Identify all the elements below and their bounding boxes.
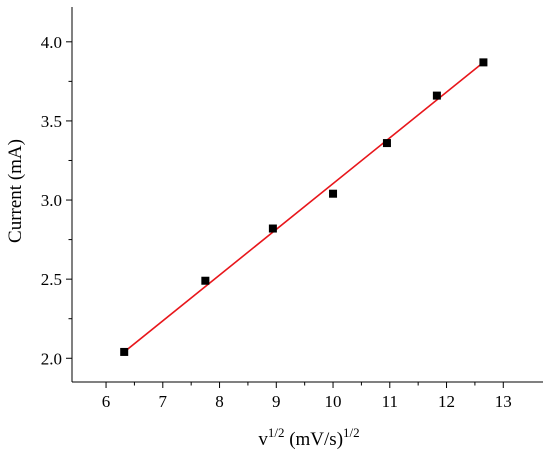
data-point (479, 58, 488, 67)
data-point (329, 189, 338, 198)
x-axis-title: v1/2 (mV/s)1/2 (258, 425, 359, 450)
x-axis-title-sup2: 1/2 (343, 425, 360, 440)
y-tick-label: 3.5 (41, 112, 62, 131)
data-points (120, 58, 488, 356)
x-tick-label: 8 (215, 392, 224, 411)
x-axis-title-base: v (258, 429, 268, 450)
y-tick-label: 2.0 (41, 349, 62, 368)
x-tick-label: 9 (272, 392, 281, 411)
y-tick-label: 3.0 (41, 191, 62, 210)
x-tick-label: 7 (159, 392, 168, 411)
fit-line-group (123, 61, 484, 353)
data-point (201, 276, 210, 285)
data-point (382, 139, 391, 148)
x-tick-label: 13 (495, 392, 512, 411)
y-tick-label: 4.0 (41, 33, 62, 52)
x-axis-title-sup1: 1/2 (268, 425, 285, 440)
x-tick-label: 6 (102, 392, 111, 411)
y-axis-title: Current (mA) (5, 139, 26, 243)
y-tick-label: 2.5 (41, 270, 62, 289)
x-axis-title-mid: (mV/s) (284, 429, 343, 450)
axes (71, 7, 543, 383)
x-tick-label: 11 (382, 392, 398, 411)
data-point (432, 91, 441, 100)
x-tick-label: 12 (438, 392, 455, 411)
x-tick-label: 10 (325, 392, 342, 411)
fit-line (123, 61, 484, 353)
data-point (120, 347, 129, 356)
ticks: 6 7 8 9 10 11 12 13 2.0 2.5 3.0 3.5 4.0 (41, 33, 512, 411)
data-point (268, 224, 277, 233)
